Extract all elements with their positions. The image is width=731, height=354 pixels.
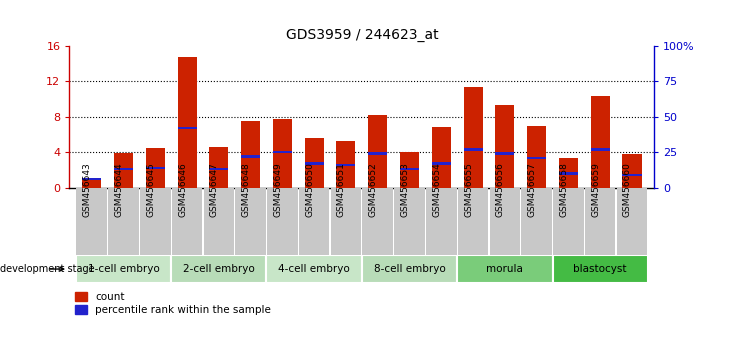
Bar (178, 57, 197, 188)
Bar (171, 255, 267, 283)
Bar (521, 188, 552, 255)
Text: GSM456654: GSM456654 (432, 162, 442, 217)
Text: GSM456655: GSM456655 (464, 162, 473, 217)
Text: 8-cell embryo: 8-cell embryo (374, 264, 445, 274)
Bar (209, 168, 228, 170)
Bar (457, 255, 553, 283)
Text: GSM456653: GSM456653 (401, 162, 409, 217)
Bar (496, 152, 515, 155)
Bar (623, 174, 642, 176)
Text: GSM456650: GSM456650 (305, 162, 314, 217)
Bar (299, 188, 330, 255)
Bar (527, 126, 546, 188)
Bar (172, 188, 202, 255)
Bar (553, 188, 583, 255)
Text: GSM456658: GSM456658 (559, 162, 569, 217)
Bar (82, 178, 101, 181)
Text: GSM456659: GSM456659 (591, 162, 600, 217)
Text: blastocyst: blastocyst (573, 264, 627, 274)
Bar (108, 188, 139, 255)
Text: GSM456643: GSM456643 (83, 162, 91, 217)
Bar (273, 120, 292, 188)
Text: GSM456647: GSM456647 (210, 162, 219, 217)
Bar (145, 148, 164, 188)
Bar (591, 148, 610, 151)
Text: development stage: development stage (0, 264, 94, 274)
Text: GSM456646: GSM456646 (178, 162, 187, 217)
Text: 1-cell embryo: 1-cell embryo (88, 264, 159, 274)
Bar (458, 188, 488, 255)
Text: GSM456657: GSM456657 (528, 162, 537, 217)
Bar (394, 188, 425, 255)
Bar (76, 255, 171, 283)
Bar (591, 96, 610, 188)
Bar (490, 188, 520, 255)
Bar (426, 188, 457, 255)
Bar (178, 127, 197, 130)
Bar (114, 168, 133, 170)
Text: GSM456652: GSM456652 (368, 162, 378, 217)
Text: GSM456660: GSM456660 (623, 162, 632, 217)
Bar (496, 105, 515, 188)
Bar (305, 162, 324, 165)
Text: GSM456648: GSM456648 (242, 162, 251, 217)
Legend: count, percentile rank within the sample: count, percentile rank within the sample (75, 292, 271, 315)
Text: GSM456644: GSM456644 (115, 162, 124, 217)
Bar (114, 153, 133, 188)
Bar (368, 115, 387, 188)
Bar (140, 188, 170, 255)
Bar (585, 188, 616, 255)
Bar (463, 148, 482, 151)
Bar (273, 151, 292, 154)
Bar (362, 255, 457, 283)
Text: 2-cell embryo: 2-cell embryo (183, 264, 254, 274)
Text: GSM456645: GSM456645 (146, 162, 155, 217)
Bar (463, 87, 482, 188)
Bar (553, 255, 648, 283)
Bar (336, 164, 355, 166)
Text: GSM456656: GSM456656 (496, 162, 505, 217)
Bar (432, 127, 451, 188)
Bar (363, 188, 393, 255)
Bar (400, 152, 419, 188)
Bar (241, 121, 260, 188)
Bar (400, 168, 419, 170)
Bar (305, 138, 324, 188)
Text: morula: morula (486, 264, 523, 274)
Bar (241, 155, 260, 158)
Bar (432, 162, 451, 165)
Bar (623, 154, 642, 188)
Bar (368, 152, 387, 155)
Bar (77, 188, 107, 255)
Text: GSM456651: GSM456651 (337, 162, 346, 217)
Bar (559, 159, 578, 188)
Bar (559, 172, 578, 175)
Bar (336, 141, 355, 188)
Title: GDS3959 / 244623_at: GDS3959 / 244623_at (286, 28, 438, 42)
Text: GSM456649: GSM456649 (273, 162, 282, 217)
Bar (330, 188, 361, 255)
Bar (267, 255, 362, 283)
Bar (617, 188, 647, 255)
Bar (203, 188, 234, 255)
Bar (527, 156, 546, 159)
Bar (145, 166, 164, 169)
Text: 4-cell embryo: 4-cell embryo (279, 264, 350, 274)
Bar (235, 188, 266, 255)
Bar (82, 178, 101, 188)
Bar (209, 147, 228, 188)
Bar (267, 188, 298, 255)
